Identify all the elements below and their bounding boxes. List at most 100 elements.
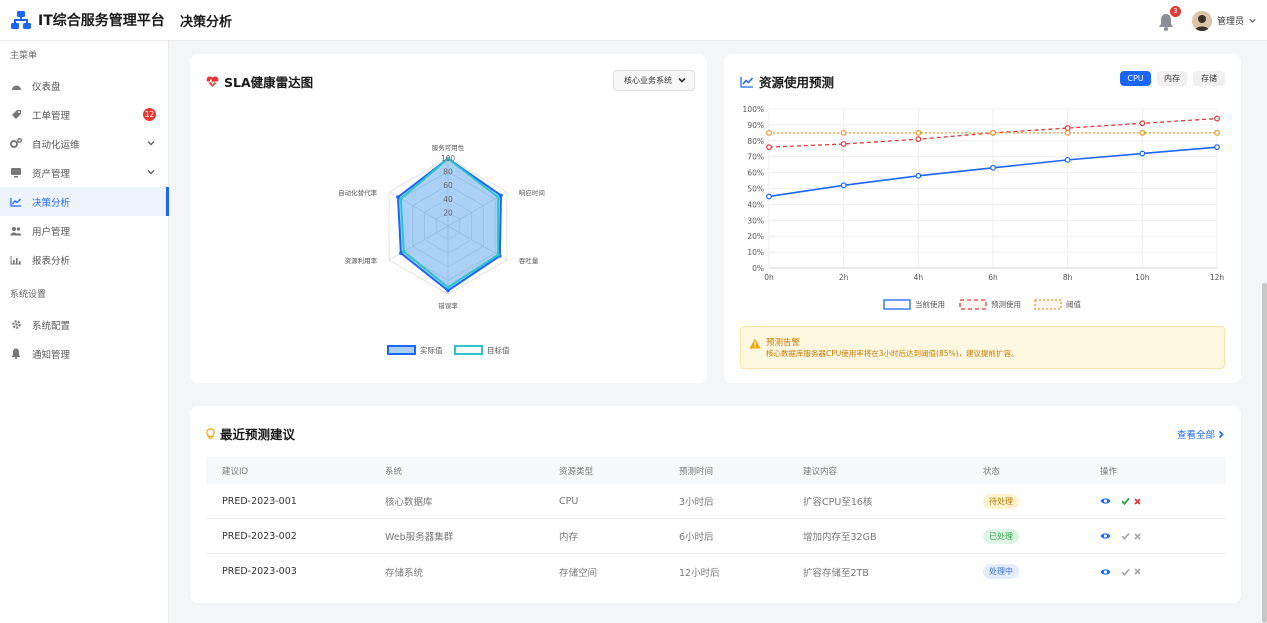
radar-tick-label: 80 (443, 168, 453, 177)
cell-system: 存储系统 (385, 567, 424, 579)
approve-button[interactable] (1121, 568, 1130, 576)
legend-swatch (959, 299, 987, 310)
chevron-down-icon[interactable] (146, 167, 156, 177)
sidebar-item-tickets[interactable]: 工单管理 12 (0, 100, 168, 129)
cell-content: 扩容CPU至16核 (803, 497, 873, 508)
notification-button[interactable]: 3 (1158, 5, 1181, 31)
sidebar-item-reports[interactable]: 报表分析 (0, 245, 168, 274)
series-point (1139, 150, 1146, 157)
series-point (1214, 115, 1220, 122)
cell-system: 核心数据库 (385, 497, 433, 508)
cell-id: PRED-2023-002 (222, 530, 297, 542)
column-header: 资源类型 (559, 466, 594, 477)
cell-resource: CPU (559, 495, 579, 507)
tab-storage[interactable]: 存储 (1193, 71, 1225, 86)
table-header: 建议ID 系统 资源类型 预测时间 建议内容 状态 操作 (206, 457, 1226, 484)
radar-tick-label: 40 (443, 195, 453, 204)
user-avatar-icon (1191, 10, 1212, 31)
y-tick-label: 20% (747, 232, 764, 241)
chevron-down-icon[interactable] (1248, 16, 1257, 25)
page-scrollbar[interactable] (1262, 283, 1267, 623)
series-point (840, 141, 847, 147)
bell-icon (10, 348, 22, 360)
series-point (990, 129, 996, 136)
reject-button[interactable] (1134, 532, 1141, 540)
cell-time: 3小时后 (679, 497, 714, 508)
x-tick-label: 12h (1210, 273, 1225, 282)
chart-line-icon (10, 196, 22, 208)
legend-swatch (387, 345, 416, 355)
series-point (1064, 156, 1071, 163)
sidebar-item-label: 决策分析 (32, 197, 71, 209)
system-select[interactable]: 核心业务系统 (613, 70, 695, 91)
cell-content: 扩容存储至2TB (803, 567, 869, 579)
forecast-alert: 预测告警 核心数据库服务器CPU使用率将在3小时后达到阈值(85%)，建议提前扩… (740, 326, 1225, 369)
y-tick-label: 0% (752, 264, 764, 273)
cell-time: 12小时后 (679, 567, 720, 579)
series-point (766, 144, 772, 151)
cell-status: 处理中 (983, 564, 1100, 579)
cell-time: 6小时后 (679, 532, 714, 543)
radar-point (446, 288, 450, 293)
check-icon (1121, 497, 1130, 505)
series-point (915, 172, 922, 179)
radar-tick-label: 100 (441, 154, 456, 163)
series-point (1214, 129, 1220, 136)
series-point (1139, 120, 1146, 127)
tab-memory[interactable]: 内存 (1157, 71, 1187, 86)
recommendations-title: 最近预测建议 (206, 424, 295, 443)
sidebar-item-assets[interactable]: 资产管理 (0, 158, 168, 187)
resource-forecast-chart: 0% 10% 20% 30% 40% 50% 60% 70% 80% 90% 100% 0h 2h 4h 6… (743, 105, 1225, 310)
sidebar-item-users[interactable]: 用户管理 (0, 216, 168, 245)
view-button[interactable] (1100, 497, 1111, 505)
legend-swatch (883, 299, 911, 310)
page-title: 决策分析 (180, 14, 233, 30)
cell-status: 待处理 (983, 493, 1100, 509)
view-all-label: 查看全部 (1176, 430, 1215, 441)
avatar[interactable] (1191, 10, 1212, 31)
sidebar-item-system-config[interactable]: 系统配置 (0, 310, 168, 339)
radar-tick-label: 20 (443, 208, 453, 217)
sidebar-item-dashboard[interactable]: 仪表盘 (0, 71, 168, 100)
tab-cpu[interactable]: CPU (1120, 71, 1151, 86)
settings-menu-group: 系统设置 (10, 290, 47, 300)
system-select-value: 核心业务系统 (624, 76, 672, 85)
y-tick-label: 60% (747, 169, 764, 178)
sla-radar-title-text: SLA健康雷达图 (224, 75, 314, 90)
status-badge: 已处理 (983, 528, 1019, 544)
radar-tick-label: 60 (443, 181, 453, 190)
sidebar-item-automation[interactable]: 自动化运维 (0, 129, 168, 158)
radar-axis-label: 吞吐量 (519, 256, 539, 265)
radar-axis-line (388, 225, 449, 261)
legend-label: 实际值 (420, 345, 443, 355)
cell-id: PRED-2023-003 (222, 566, 297, 577)
radar-point (399, 197, 403, 201)
view-button[interactable] (1100, 568, 1111, 576)
y-tick-label: 30% (747, 216, 764, 225)
column-header: 建议ID (222, 466, 249, 477)
view-all-link[interactable]: 查看全部 (1177, 427, 1225, 441)
forecast-title: 资源使用预测 (740, 72, 834, 91)
heart-pulse-icon (206, 75, 219, 87)
row-actions (1100, 532, 1226, 540)
eye-icon (1100, 498, 1111, 504)
close-icon (1134, 532, 1141, 540)
user-name[interactable]: 管理员 (1216, 17, 1244, 27)
x-tick-label: 0h (764, 273, 774, 282)
reject-button[interactable] (1134, 568, 1141, 575)
sidebar-item-label: 自动化运维 (32, 139, 80, 151)
chevron-down-icon[interactable] (146, 138, 156, 148)
reject-button[interactable] (1134, 497, 1141, 505)
view-button[interactable] (1100, 532, 1111, 540)
column-header: 系统 (385, 466, 403, 477)
radar-series-actual (396, 157, 503, 292)
sla-radar-title: SLA健康雷达图 (206, 72, 313, 91)
column-header: 建议内容 (803, 466, 838, 477)
approve-button[interactable] (1121, 497, 1130, 505)
sidebar-item-notifications[interactable]: 通知管理 (0, 339, 168, 368)
resource-forecast-card: 资源使用预测 CPU 内存 存储 0% 10% 20% 30% 40% 50% 60% 70%… (724, 54, 1241, 383)
sidebar-item-decision-analysis[interactable]: 决策分析 (0, 187, 169, 216)
approve-button[interactable] (1121, 532, 1130, 540)
brand[interactable]: IT综合服务管理平台 (0, 9, 168, 31)
radar-point (399, 251, 403, 255)
